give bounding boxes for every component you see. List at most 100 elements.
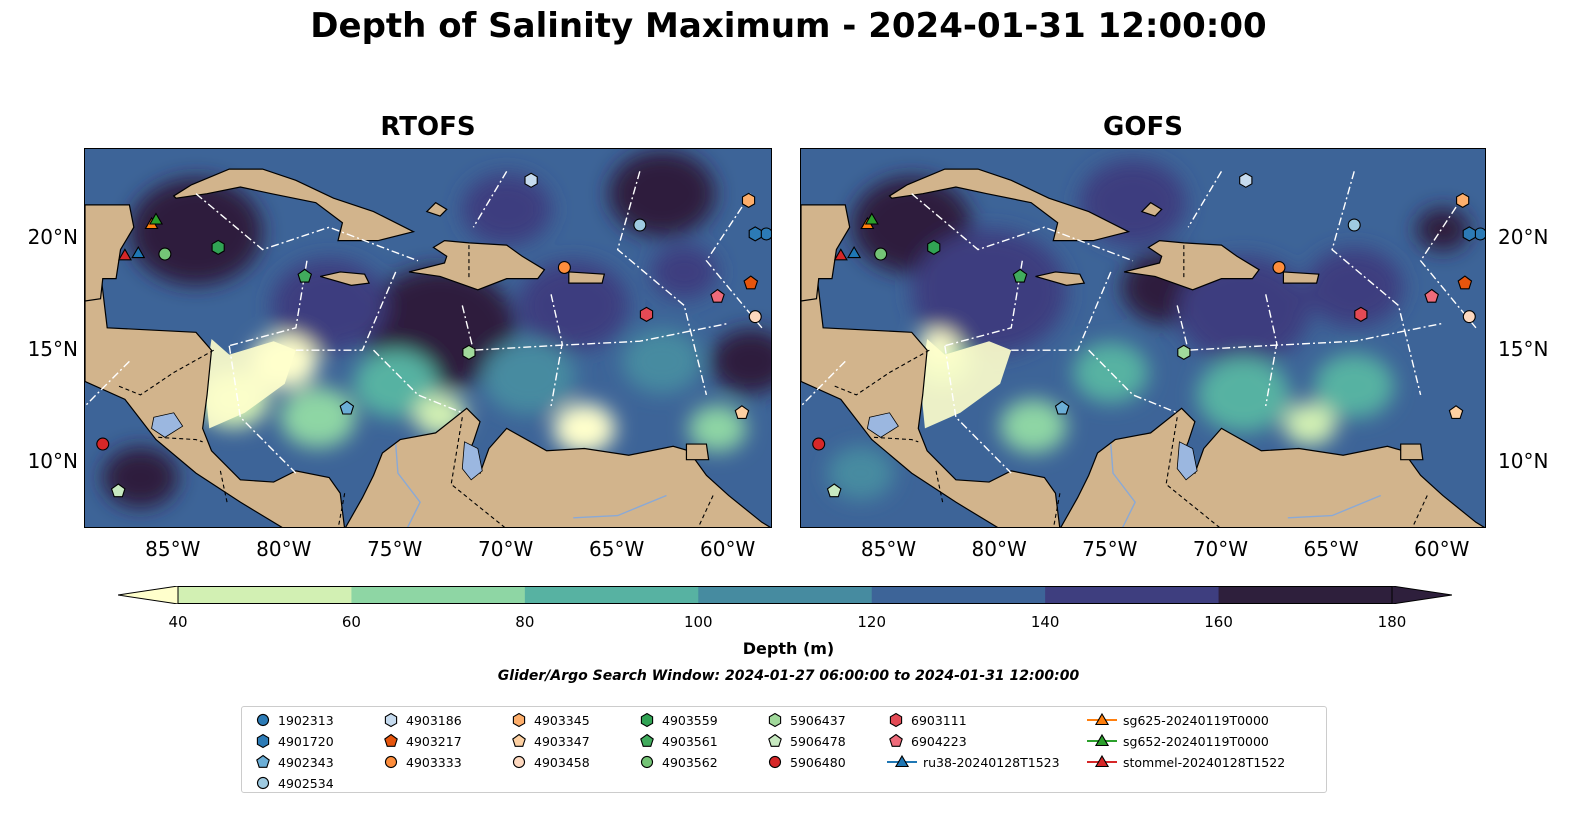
float-1902313[interactable] bbox=[1473, 227, 1486, 241]
glider-stommel[interactable] bbox=[117, 248, 132, 261]
legend-item: 5906437 bbox=[766, 712, 846, 728]
country-border bbox=[935, 470, 944, 503]
legend-marker-icon bbox=[256, 776, 270, 790]
legend-marker-icon bbox=[512, 755, 526, 769]
float-6903111[interactable] bbox=[1354, 306, 1368, 323]
float-5906437[interactable] bbox=[1177, 344, 1191, 361]
depth-patch bbox=[622, 329, 702, 394]
depth-patch bbox=[911, 229, 1067, 355]
legend-item: 1902313 bbox=[254, 712, 334, 728]
glider-ru38[interactable] bbox=[131, 245, 146, 259]
float-4903561[interactable] bbox=[1012, 268, 1028, 283]
eez-boundary bbox=[373, 349, 463, 414]
legend: 1902313 4901720 4902343 4902534 4903186 49032… bbox=[241, 706, 1327, 793]
legend-marker-icon bbox=[384, 755, 398, 769]
legend-item-label: ru38-20240128T1523 bbox=[923, 754, 1060, 770]
colorbar-extend-low bbox=[117, 585, 179, 605]
depth-patch bbox=[1314, 353, 1395, 419]
float-4903562[interactable] bbox=[874, 247, 888, 261]
float-4902534[interactable] bbox=[633, 218, 647, 232]
float-4902343[interactable] bbox=[339, 400, 355, 415]
float-4901720[interactable] bbox=[748, 226, 762, 242]
legend-marker-icon bbox=[889, 712, 903, 728]
depth-patch bbox=[102, 447, 179, 508]
land-puerto-rico bbox=[1282, 271, 1320, 284]
legend-marker-icon bbox=[1087, 733, 1117, 747]
legend-item: 6904223 bbox=[887, 733, 967, 749]
float-4903561[interactable] bbox=[297, 268, 313, 283]
country-border bbox=[873, 436, 919, 443]
float-6904223[interactable] bbox=[1424, 288, 1439, 303]
legend-item: 4903333 bbox=[382, 754, 462, 770]
float-4903347[interactable] bbox=[1448, 405, 1464, 419]
lon-tick-label: 60°W bbox=[1414, 537, 1470, 561]
nicaragua-shelf bbox=[920, 339, 1012, 429]
float-4902343[interactable] bbox=[1054, 400, 1070, 415]
float-4903333[interactable] bbox=[557, 260, 571, 274]
glider-stommel[interactable] bbox=[833, 248, 848, 261]
depth-patch bbox=[608, 150, 716, 237]
colorbar-tick-label: 140 bbox=[1030, 613, 1060, 631]
float-4903562[interactable] bbox=[158, 247, 172, 261]
eez-boundary bbox=[1011, 271, 1112, 351]
float-4903345[interactable] bbox=[741, 192, 756, 209]
float-4903347[interactable] bbox=[734, 405, 750, 419]
float-5906478[interactable] bbox=[826, 483, 842, 498]
lat-tick-label-left: 15°N bbox=[27, 337, 78, 362]
colorbar-segment bbox=[524, 586, 699, 604]
lat-tick-label-left: 20°N bbox=[27, 225, 78, 250]
float-1902313[interactable] bbox=[759, 227, 772, 241]
lake bbox=[151, 412, 184, 438]
lake bbox=[461, 441, 483, 481]
lat-tick-label-right: 20°N bbox=[1498, 225, 1549, 250]
country-border bbox=[1165, 417, 1220, 527]
float-5906437[interactable] bbox=[462, 344, 476, 361]
map-canvas bbox=[85, 149, 772, 527]
float-4903217[interactable] bbox=[743, 275, 759, 290]
lon-tick-label: 70°W bbox=[1192, 537, 1249, 561]
float-5906480[interactable] bbox=[812, 437, 826, 451]
legend-marker-icon bbox=[640, 755, 654, 769]
colorbar-segment bbox=[698, 586, 873, 604]
float-4903186[interactable] bbox=[524, 172, 538, 188]
legend-item-label: 5906480 bbox=[790, 754, 846, 770]
float-4903458[interactable] bbox=[748, 310, 762, 324]
float-4902534[interactable] bbox=[1347, 218, 1361, 232]
legend-marker-icon bbox=[256, 733, 270, 749]
legend-item-label: 4902343 bbox=[278, 754, 334, 770]
country-border bbox=[697, 495, 714, 527]
land-yucatan bbox=[85, 204, 135, 302]
float-4901720[interactable] bbox=[1462, 226, 1476, 242]
float-4903559[interactable] bbox=[211, 239, 225, 256]
eez-boundary bbox=[1265, 294, 1278, 407]
land-jamaica bbox=[1035, 271, 1086, 286]
eez-boundary bbox=[1331, 171, 1422, 396]
float-6903111[interactable] bbox=[639, 306, 654, 323]
float-4903559[interactable] bbox=[927, 239, 941, 256]
depth-patch bbox=[650, 245, 718, 299]
legend-item-label: 4903458 bbox=[534, 754, 590, 770]
glider-sg652[interactable] bbox=[864, 212, 879, 225]
lat-tick-label-right: 10°N bbox=[1498, 448, 1549, 473]
legend-item-label: 5906437 bbox=[790, 712, 846, 728]
float-4903217[interactable] bbox=[1457, 275, 1473, 290]
glider-sg652[interactable] bbox=[149, 212, 164, 225]
legend-item-label: 4903333 bbox=[406, 754, 462, 770]
legend-marker-icon bbox=[889, 733, 903, 747]
depth-patch bbox=[1000, 399, 1067, 453]
float-4903186[interactable] bbox=[1239, 172, 1253, 188]
glider-ru38[interactable] bbox=[847, 246, 862, 259]
river bbox=[573, 494, 667, 519]
float-5906478[interactable] bbox=[110, 483, 126, 498]
float-4903345[interactable] bbox=[1456, 192, 1470, 209]
depth-patch bbox=[1073, 342, 1149, 403]
eez-boundary bbox=[550, 294, 563, 407]
land-hispaniola bbox=[1123, 240, 1260, 291]
float-6904223[interactable] bbox=[710, 288, 725, 303]
float-4903458[interactable] bbox=[1462, 310, 1476, 324]
float-4903333[interactable] bbox=[1272, 260, 1286, 274]
legend-item: 6903111 bbox=[887, 712, 967, 728]
legend-item-label: 5906478 bbox=[790, 733, 846, 749]
legend-marker-icon bbox=[768, 755, 782, 769]
float-5906480[interactable] bbox=[96, 437, 110, 451]
